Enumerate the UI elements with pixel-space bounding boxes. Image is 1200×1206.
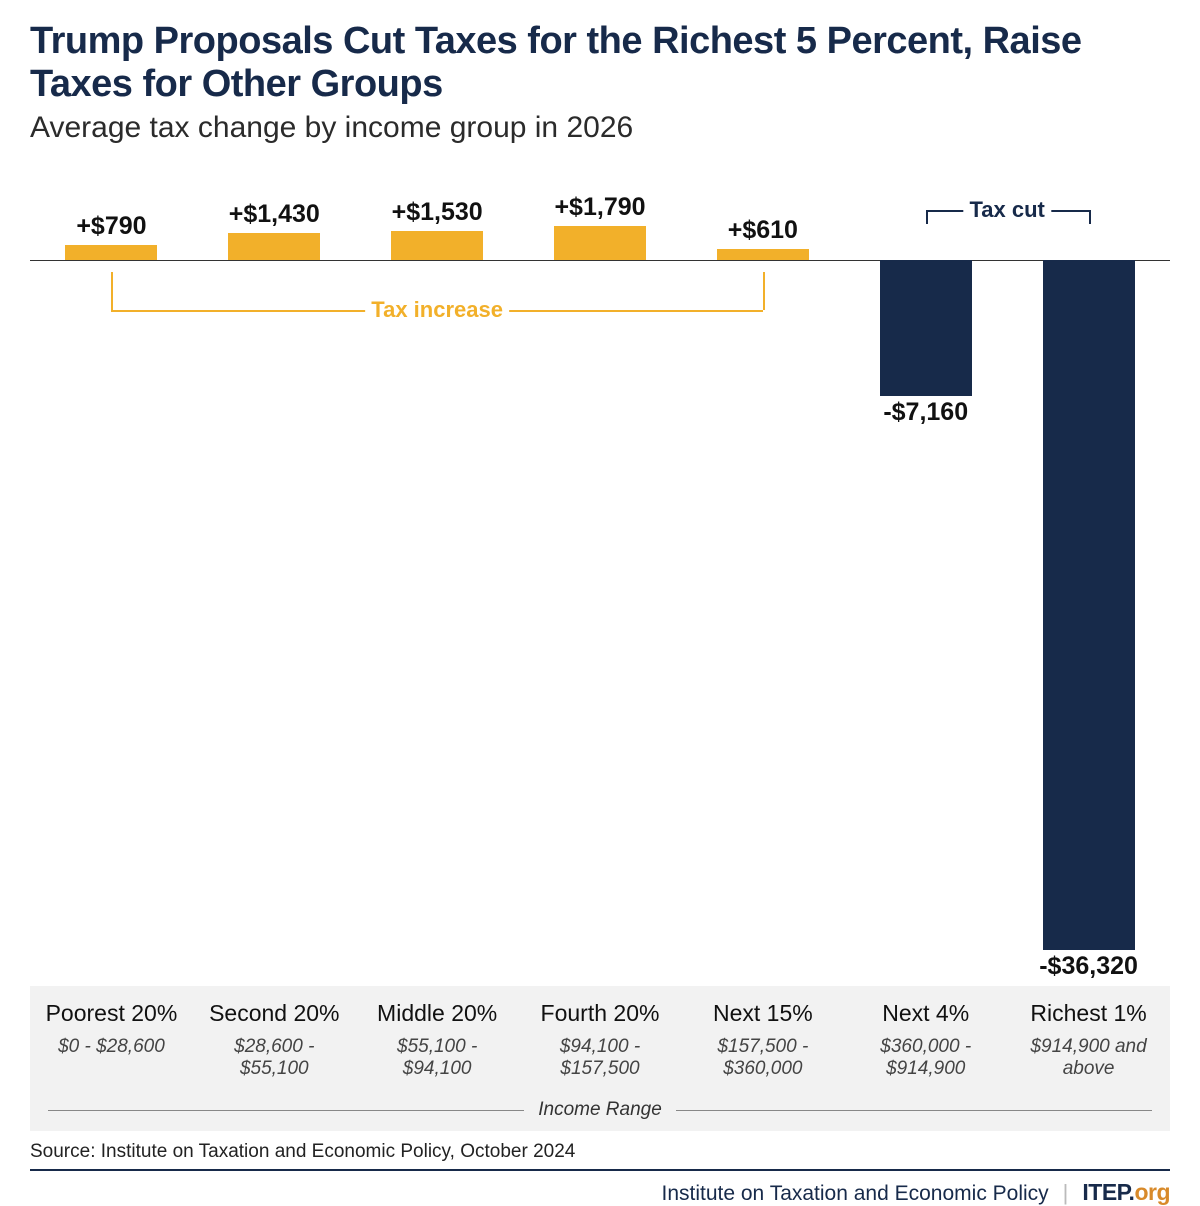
bar [391,231,483,260]
income-range-value: $157,500 - $360,000 [687,1036,838,1082]
income-group-label: Second 20% [199,1000,350,1028]
income-range-value: $94,100 - $157,500 [525,1036,676,1082]
bar-value-label: -$7,160 [883,398,968,427]
income-range-label: Income Range [524,1099,676,1121]
income-range-value: $914,900 and above [1013,1036,1164,1082]
chart-column: -$36,320 [1007,175,1170,985]
bar [65,245,157,260]
chart-column: +$1,430 [193,175,356,985]
bar-value-label: +$790 [76,212,146,241]
x-axis-cell: Next 4% $360,000 - $914,900 [844,986,1007,1091]
footer: Institute on Taxation and Economic Polic… [30,1171,1170,1206]
bar [717,249,809,261]
chart-column: +$790 [30,175,193,985]
income-range-value: $360,000 - $914,900 [850,1036,1001,1082]
income-group-label: Middle 20% [362,1000,513,1028]
bar [1043,260,1135,950]
income-range-value: $28,600 - $55,100 [199,1036,350,1082]
bar-value-label: -$36,320 [1039,952,1138,981]
bar-value-label: +$610 [728,216,798,245]
x-axis-labels: Poorest 20% $0 - $28,600 Second 20% $28,600… [30,985,1170,1091]
chart-column: +$610 [681,175,844,985]
footer-brand: ITEP.org [1082,1179,1170,1206]
income-group-label: Next 15% [687,1000,838,1028]
bar [880,260,972,396]
bracket-label: Tax cut [963,197,1050,223]
chart-column: -$7,160 [844,175,1007,985]
income-group-label: Fourth 20% [525,1000,676,1028]
bar-value-label: +$1,530 [392,198,483,227]
x-axis-cell: Fourth 20% $94,100 - $157,500 [519,986,682,1091]
chart-column: +$1,790 [519,175,682,985]
x-axis-cell: Poorest 20% $0 - $28,600 [30,986,193,1091]
bracket-label: Tax increase [365,297,509,323]
footer-separator: | [1063,1180,1069,1206]
income-group-label: Poorest 20% [36,1000,187,1028]
x-axis-cell: Next 15% $157,500 - $360,000 [681,986,844,1091]
income-group-label: Richest 1% [1013,1000,1164,1028]
x-axis-cell: Middle 20% $55,100 - $94,100 [356,986,519,1091]
income-range-rule: Income Range [30,1091,1170,1131]
bar [228,233,320,260]
bar-value-label: +$1,790 [554,193,645,222]
x-axis-cell: Second 20% $28,600 - $55,100 [193,986,356,1091]
x-axis-cell: Richest 1% $914,900 and above [1007,986,1170,1091]
income-range-value: $0 - $28,600 [36,1036,187,1059]
footer-org: Institute on Taxation and Economic Polic… [662,1182,1049,1206]
chart-subtitle: Average tax change by income group in 20… [30,111,1170,145]
bar [554,226,646,260]
bar-value-label: +$1,430 [229,200,320,229]
chart-title: Trump Proposals Cut Taxes for the Riches… [30,20,1170,105]
income-group-label: Next 4% [850,1000,1001,1028]
income-range-value: $55,100 - $94,100 [362,1036,513,1082]
source-line: Source: Institute on Taxation and Econom… [30,1131,1170,1171]
bar-chart: +$790 +$1,430 +$1,530 +$1,790 +$610 -$7,160 -$… [30,175,1170,985]
